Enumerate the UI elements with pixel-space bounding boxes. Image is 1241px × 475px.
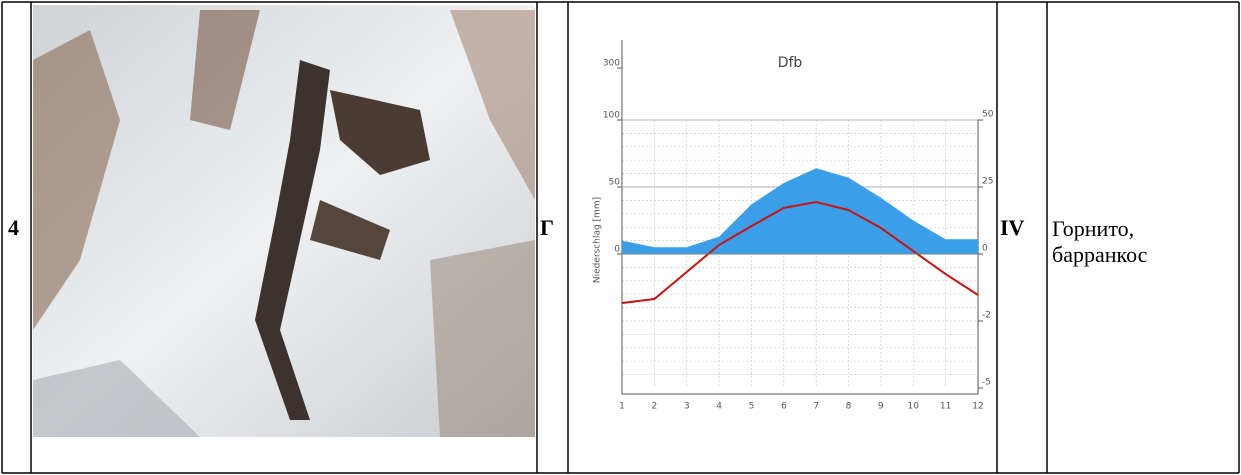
mountain-photo bbox=[33, 5, 535, 437]
chart-title: Dfb bbox=[778, 55, 803, 71]
y2-tick-label: -2 bbox=[982, 311, 991, 321]
y2-tick-label: 0 bbox=[982, 244, 988, 254]
x-tick-label: 10 bbox=[908, 402, 920, 412]
x-tick-label: 7 bbox=[813, 402, 819, 412]
x-tick-label: 4 bbox=[716, 402, 722, 412]
y-tick-label: 300 bbox=[603, 59, 620, 69]
x-tick-label: 9 bbox=[878, 402, 884, 412]
y2-tick-label: 25 bbox=[982, 177, 993, 187]
x-tick-label: 8 bbox=[846, 402, 852, 412]
x-tick-label: 11 bbox=[940, 402, 951, 412]
x-tick-label: 1 bbox=[619, 402, 625, 412]
x-tick-label: 6 bbox=[781, 402, 787, 412]
row-number: 4 bbox=[8, 215, 19, 240]
x-tick-label: 2 bbox=[651, 402, 657, 412]
y-tick-label: 100 bbox=[603, 111, 620, 121]
description: Горнито, барранкос bbox=[1052, 216, 1148, 267]
y2-tick-label: -5 bbox=[982, 378, 991, 388]
x-tick-label: 12 bbox=[972, 402, 983, 412]
row-letter: Г bbox=[540, 215, 554, 240]
y-tick-label: 50 bbox=[609, 178, 621, 188]
x-tick-label: 5 bbox=[749, 402, 755, 412]
y2-tick-label: 50 bbox=[982, 110, 994, 120]
x-tick-label: 3 bbox=[684, 402, 690, 412]
temperature-line bbox=[621, 200, 979, 305]
row-roman: IV bbox=[1000, 215, 1025, 240]
y-tick-label: 0 bbox=[614, 245, 620, 255]
y-axis-label: Niederschlag [mm] bbox=[593, 197, 603, 283]
